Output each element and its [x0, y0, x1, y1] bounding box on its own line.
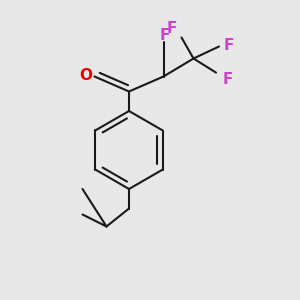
Text: F: F: [223, 72, 233, 87]
Text: F: F: [160, 28, 170, 43]
Text: F: F: [167, 21, 177, 36]
Text: F: F: [224, 38, 234, 52]
Text: O: O: [80, 68, 93, 82]
